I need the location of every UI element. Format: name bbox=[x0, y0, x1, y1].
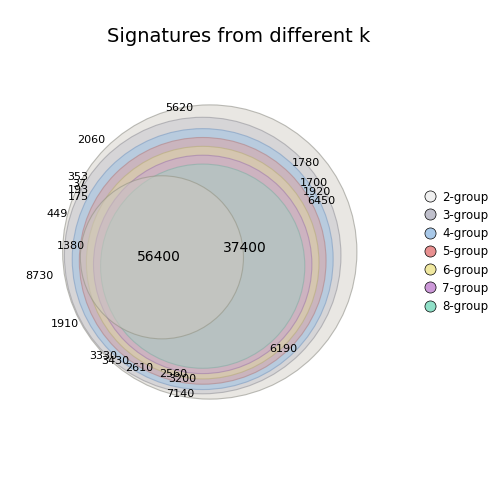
Text: 3200: 3200 bbox=[168, 374, 197, 384]
Text: 6190: 6190 bbox=[270, 344, 297, 354]
Text: 1380: 1380 bbox=[57, 241, 85, 251]
Legend: 2-group, 3-group, 4-group, 5-group, 6-group, 7-group, 8-group: 2-group, 3-group, 4-group, 5-group, 6-gr… bbox=[422, 188, 490, 316]
Text: 6450: 6450 bbox=[307, 196, 336, 206]
Text: 449: 449 bbox=[46, 209, 68, 219]
Text: 3330: 3330 bbox=[89, 351, 117, 361]
Title: Signatures from different k: Signatures from different k bbox=[106, 27, 370, 46]
Text: 7140: 7140 bbox=[167, 389, 195, 399]
Text: 175: 175 bbox=[68, 192, 89, 202]
Circle shape bbox=[94, 155, 312, 373]
Text: 56400: 56400 bbox=[137, 250, 180, 264]
Text: 37: 37 bbox=[72, 179, 86, 189]
Circle shape bbox=[65, 117, 341, 394]
Text: 8730: 8730 bbox=[25, 271, 53, 281]
Circle shape bbox=[72, 129, 333, 390]
Text: 353: 353 bbox=[68, 172, 88, 182]
Text: 1920: 1920 bbox=[303, 187, 331, 197]
Text: 1780: 1780 bbox=[291, 158, 320, 168]
Circle shape bbox=[101, 164, 305, 368]
Circle shape bbox=[62, 105, 357, 399]
Text: 2610: 2610 bbox=[125, 363, 153, 373]
Text: 5620: 5620 bbox=[166, 103, 194, 113]
Text: 1700: 1700 bbox=[299, 178, 328, 188]
Text: 2560: 2560 bbox=[160, 368, 187, 379]
Circle shape bbox=[86, 146, 319, 379]
Circle shape bbox=[79, 138, 326, 384]
Text: 193: 193 bbox=[68, 185, 89, 196]
Text: 37400: 37400 bbox=[223, 241, 267, 256]
Text: 2060: 2060 bbox=[77, 136, 105, 145]
Circle shape bbox=[80, 176, 243, 339]
Text: 3430: 3430 bbox=[101, 356, 129, 366]
Text: 1910: 1910 bbox=[51, 319, 79, 329]
